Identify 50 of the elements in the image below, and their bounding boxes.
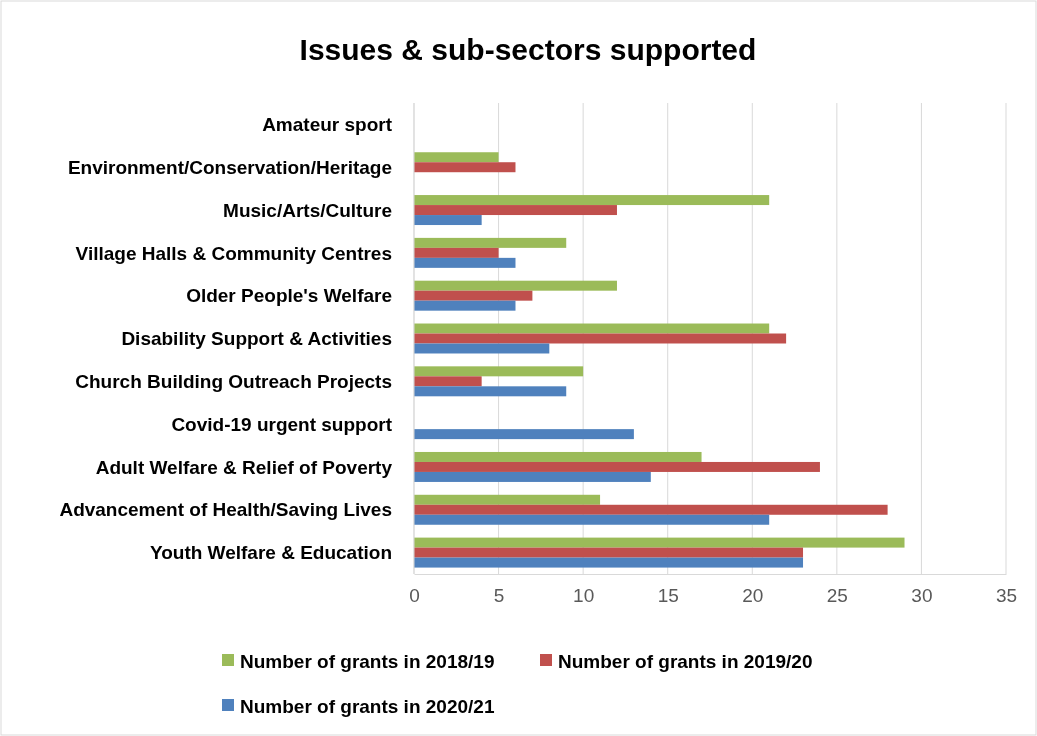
legend-label: Number of grants in 2019/20 <box>558 650 813 672</box>
bar <box>414 323 770 334</box>
bar <box>414 215 482 226</box>
bar <box>414 162 516 173</box>
bar <box>414 195 770 206</box>
bar <box>414 504 888 515</box>
bar <box>414 494 601 505</box>
x-tick-label: 20 <box>742 584 764 606</box>
y-tick-label: Adult Welfare & Relief of Poverty <box>95 456 393 478</box>
bar <box>414 557 804 568</box>
x-tick-label: 15 <box>657 584 679 606</box>
bar <box>414 237 567 248</box>
y-tick-label: Older People's Welfare <box>186 285 392 307</box>
bar <box>414 366 584 377</box>
legend-label: Number of grants in 2020/21 <box>240 695 495 717</box>
y-tick-label: Church Building Outreach Projects <box>75 370 392 392</box>
bar <box>414 290 533 301</box>
x-tick-label: 5 <box>493 584 505 606</box>
bar <box>414 300 516 311</box>
chart-title: Issues & sub-sectors supported <box>299 33 757 66</box>
bar <box>414 333 787 344</box>
bar <box>414 280 617 291</box>
bar <box>414 537 905 548</box>
y-tick-label: Disability Support & Activities <box>121 328 392 350</box>
y-tick-label: Youth Welfare & Education <box>149 542 392 564</box>
bar <box>414 471 651 482</box>
x-tick-label: 30 <box>911 584 933 606</box>
x-tick-label: 25 <box>826 584 848 606</box>
bar <box>414 547 804 558</box>
legend-label: Number of grants in 2018/19 <box>240 650 495 672</box>
x-tick-label: 10 <box>573 584 595 606</box>
bar <box>414 429 634 440</box>
bar <box>414 514 770 525</box>
bar <box>414 205 617 216</box>
bar <box>414 257 516 268</box>
bar <box>414 376 482 387</box>
y-tick-label: Music/Arts/Culture <box>223 199 392 221</box>
y-tick-label: Covid-19 urgent support <box>171 413 393 435</box>
y-tick-label: Environment/Conservation/Heritage <box>67 156 392 178</box>
bar <box>414 386 567 397</box>
bar <box>414 461 820 472</box>
y-tick-label: Village Halls & Community Centres <box>75 242 392 264</box>
bar <box>414 451 702 462</box>
x-tick-label: 0 <box>409 584 420 606</box>
bar <box>414 152 499 163</box>
bar <box>414 247 499 258</box>
y-tick-label: Amateur sport <box>262 114 393 136</box>
y-tick-label: Advancement of Health/Saving Lives <box>59 499 392 521</box>
bar <box>414 343 550 354</box>
x-tick-label: 35 <box>995 584 1018 606</box>
